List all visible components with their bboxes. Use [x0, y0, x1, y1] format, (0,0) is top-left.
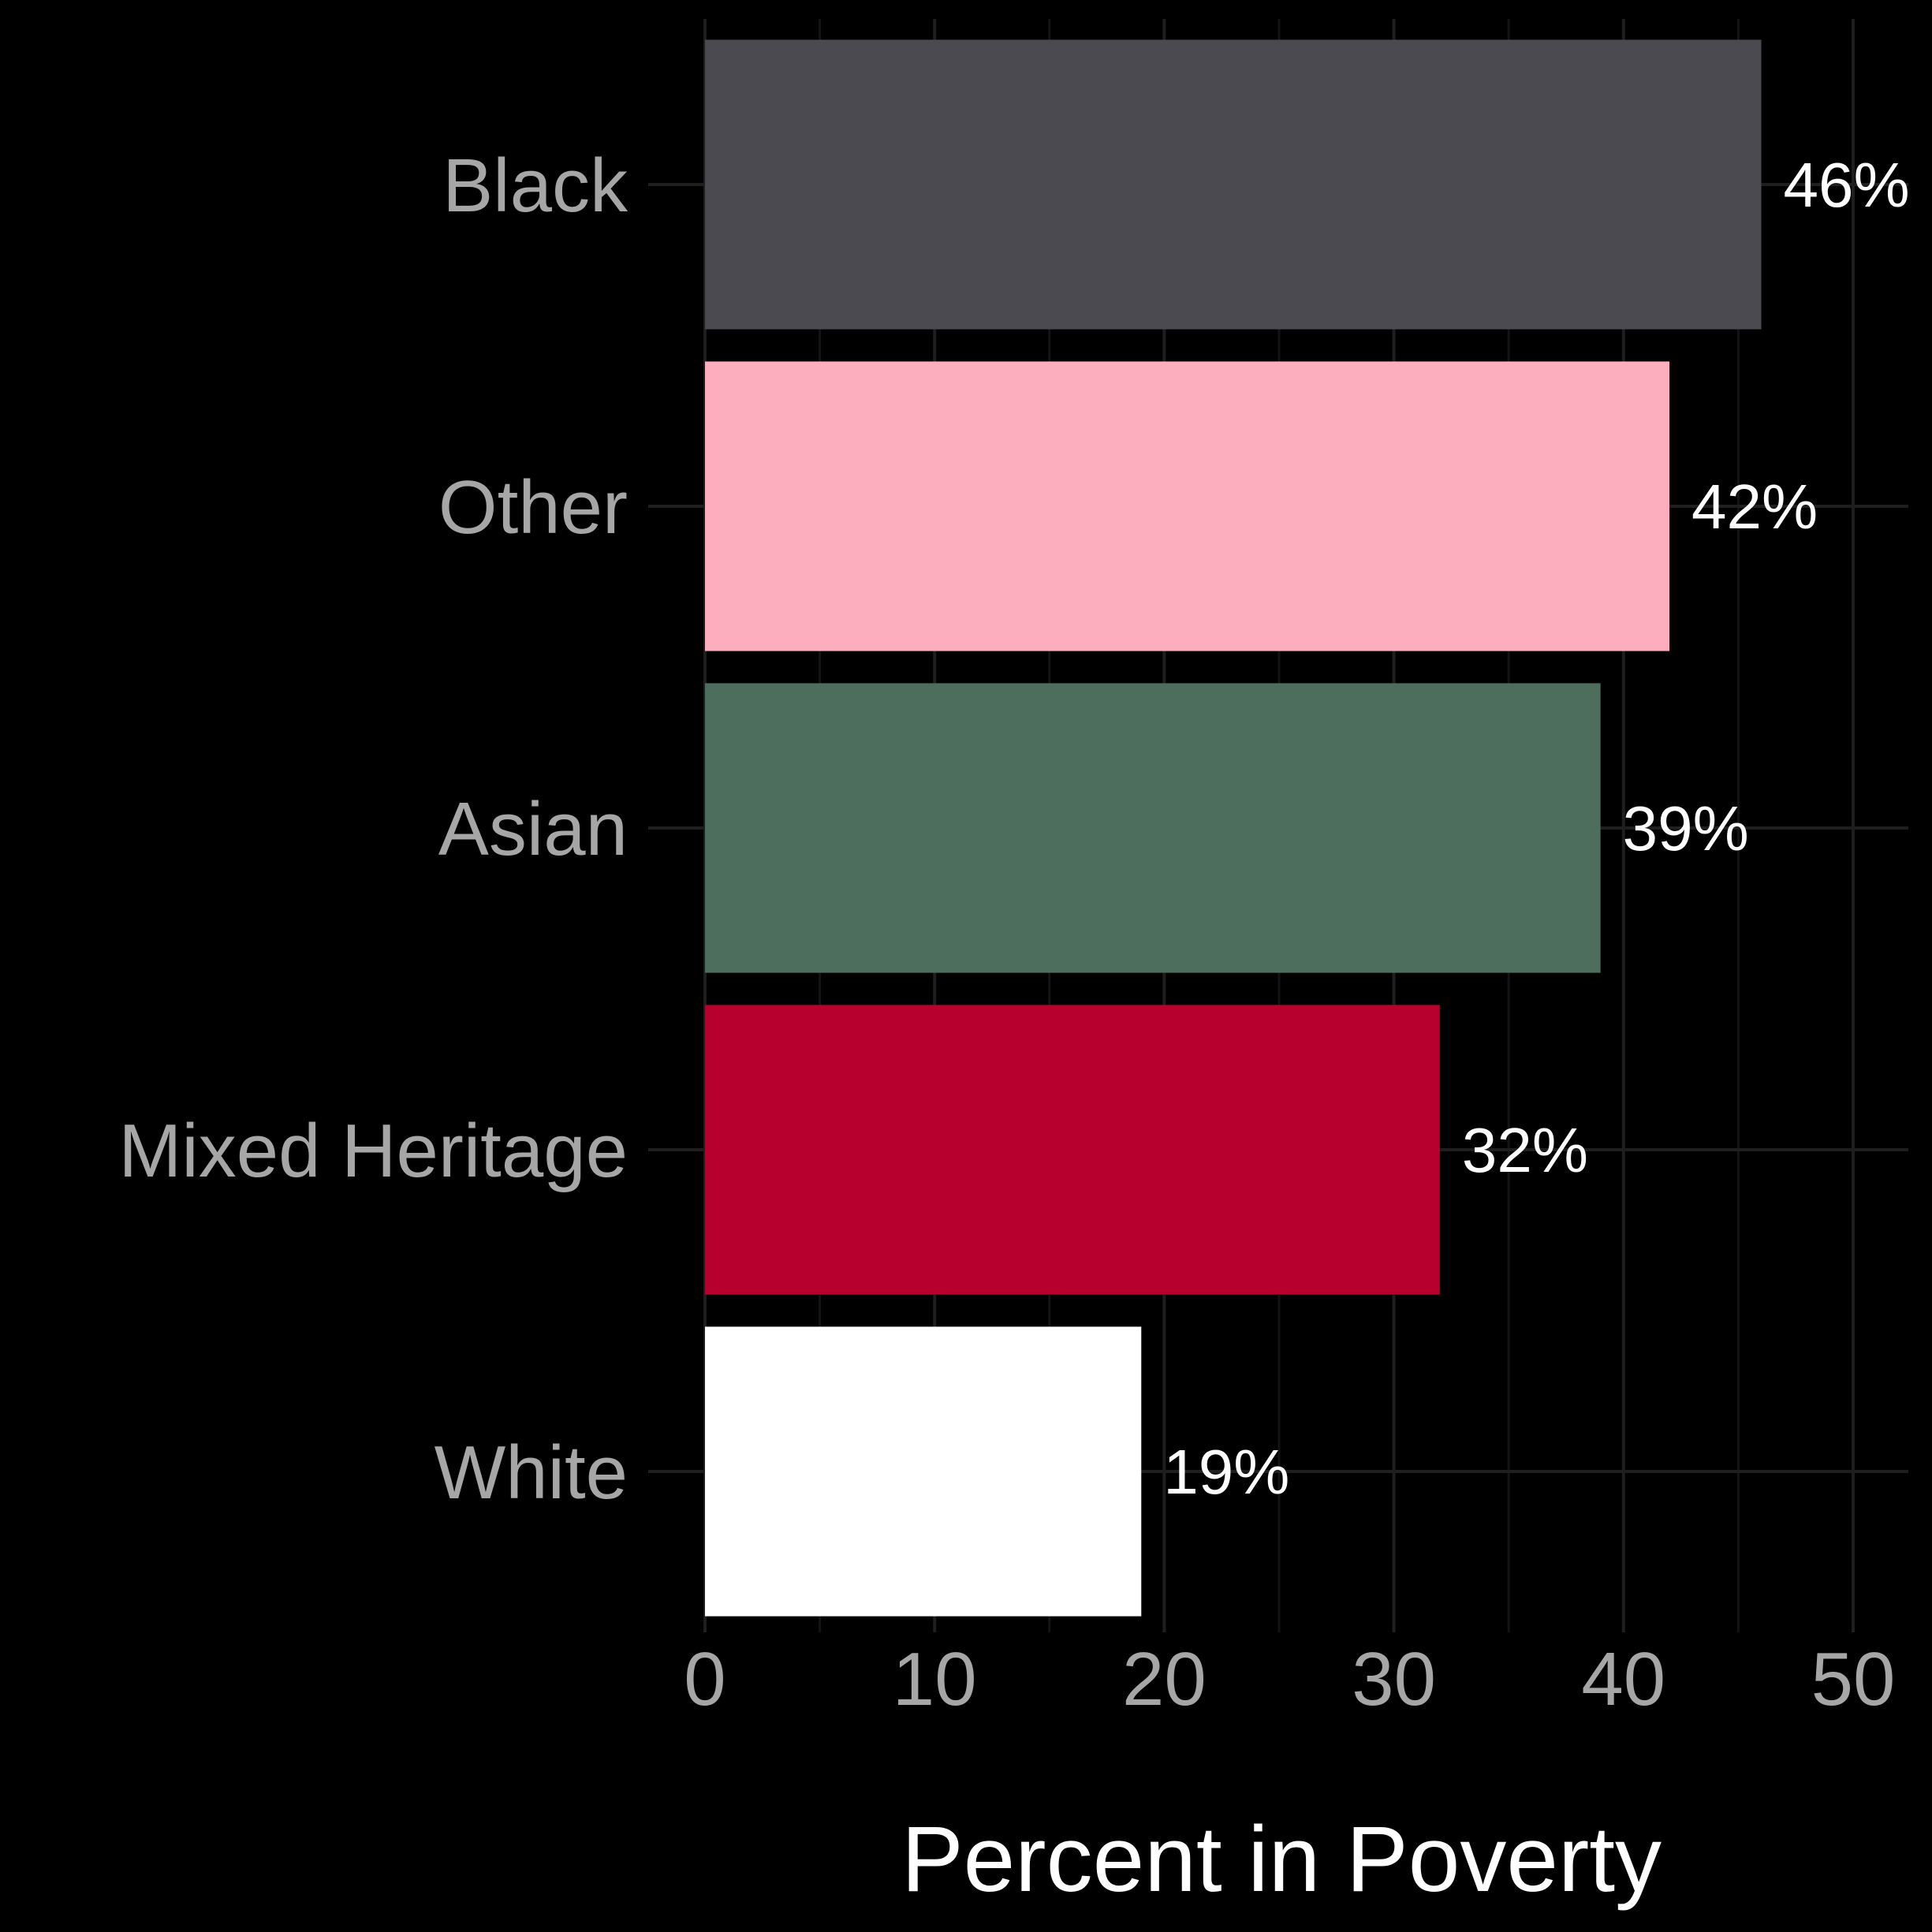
x-tick-label: 40 — [1581, 1637, 1665, 1721]
x-tick-label: 20 — [1122, 1637, 1207, 1721]
value-label-black: 46% — [1784, 150, 1910, 220]
value-label-mixed-heritage: 32% — [1462, 1115, 1588, 1185]
bar-mixed-heritage — [705, 1005, 1440, 1295]
bar-asian — [705, 683, 1601, 973]
category-label-mixed-heritage: Mixed Heritage — [118, 1109, 628, 1193]
x-tick-label: 50 — [1811, 1637, 1896, 1721]
x-tick-label: 0 — [684, 1637, 725, 1721]
bar-white — [705, 1326, 1142, 1617]
value-label-white: 19% — [1163, 1437, 1289, 1507]
category-label-asian: Asian — [438, 787, 628, 871]
bars — [705, 39, 1762, 1617]
category-label-black: Black — [442, 144, 628, 228]
category-labels: Black Other Asian Mixed Heritage White — [118, 144, 628, 1515]
bar-other — [705, 361, 1670, 651]
bar-black — [705, 39, 1762, 330]
value-label-other: 42% — [1691, 472, 1818, 542]
x-axis-tick-labels: 0 10 20 30 40 50 — [684, 1637, 1895, 1721]
x-axis-title: Percent in Poverty — [901, 1807, 1662, 1911]
x-tick-label: 10 — [893, 1637, 977, 1721]
value-label-asian: 39% — [1623, 793, 1749, 863]
value-labels: 46% 42% 39% 32% 19% — [1163, 150, 1909, 1507]
x-tick-label: 30 — [1352, 1637, 1436, 1721]
category-label-white: White — [435, 1430, 628, 1515]
category-label-other: Other — [438, 465, 628, 550]
